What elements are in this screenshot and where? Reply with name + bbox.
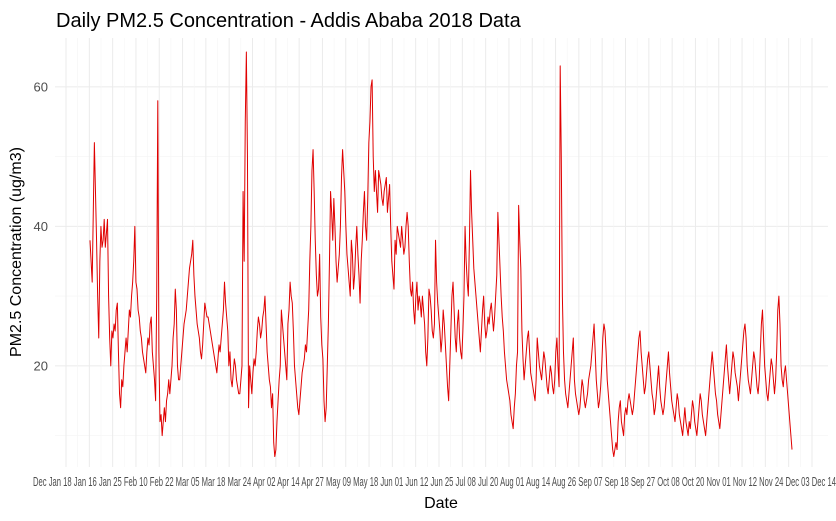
- grid-lines: [55, 38, 828, 467]
- x-tick-labels: Dec Jan 18 Jan 16 Jan 25 Feb 10 Feb 22 M…: [33, 474, 836, 489]
- y-tick-label: 20: [34, 358, 48, 373]
- y-tick-labels: 20 40 60: [34, 79, 48, 373]
- y-tick-label: 60: [34, 79, 48, 94]
- chart-title: Daily PM2.5 Concentration - Addis Ababa …: [56, 10, 522, 32]
- pm25-series-line: [89, 51, 793, 458]
- x-axis-title: Date: [424, 495, 458, 512]
- y-tick-label: 40: [34, 219, 48, 234]
- y-axis-title: PM2.5 Concentration (ug/m3): [8, 147, 25, 357]
